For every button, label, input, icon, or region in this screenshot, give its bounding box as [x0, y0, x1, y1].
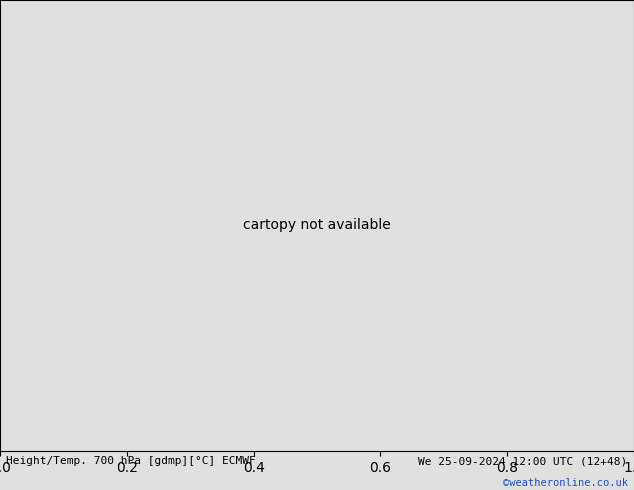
Text: ©weatheronline.co.uk: ©weatheronline.co.uk — [503, 478, 628, 489]
Text: Height/Temp. 700 hPa [gdmp][°C] ECMWF: Height/Temp. 700 hPa [gdmp][°C] ECMWF — [6, 456, 256, 466]
Text: We 25-09-2024 12:00 UTC (12+48): We 25-09-2024 12:00 UTC (12+48) — [418, 456, 628, 466]
Text: cartopy not available: cartopy not available — [243, 219, 391, 232]
